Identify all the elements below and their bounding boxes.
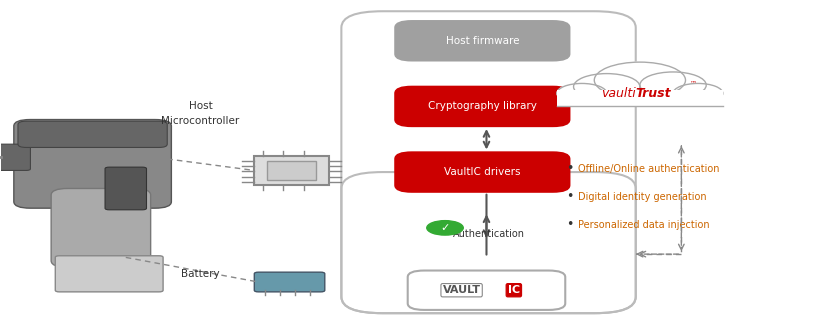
Text: •: • <box>566 162 573 175</box>
FancyBboxPatch shape <box>395 152 569 192</box>
Text: Host: Host <box>189 101 212 112</box>
Text: Host firmware: Host firmware <box>446 36 519 46</box>
FancyBboxPatch shape <box>267 161 316 180</box>
Text: Microcontroller: Microcontroller <box>161 116 240 126</box>
FancyBboxPatch shape <box>255 156 329 185</box>
Text: VaultIC drivers: VaultIC drivers <box>444 167 521 177</box>
Circle shape <box>557 83 607 103</box>
Text: Offline/Online authentication: Offline/Online authentication <box>577 164 719 174</box>
Circle shape <box>640 72 706 98</box>
FancyBboxPatch shape <box>408 270 565 310</box>
Circle shape <box>594 62 686 98</box>
Text: VAULT: VAULT <box>443 285 481 295</box>
FancyBboxPatch shape <box>0 144 31 170</box>
Text: Battery: Battery <box>181 269 220 279</box>
Text: vaulti: vaulti <box>601 87 636 100</box>
Circle shape <box>427 221 463 235</box>
FancyBboxPatch shape <box>51 188 151 267</box>
Text: •: • <box>566 218 573 231</box>
Circle shape <box>573 73 640 100</box>
FancyBboxPatch shape <box>557 90 723 107</box>
Text: ✓: ✓ <box>440 223 450 233</box>
FancyBboxPatch shape <box>18 121 167 147</box>
FancyBboxPatch shape <box>255 272 324 292</box>
FancyBboxPatch shape <box>395 21 569 61</box>
Text: Digital identity generation: Digital identity generation <box>577 192 706 202</box>
Text: •: • <box>566 190 573 203</box>
Text: Authentication: Authentication <box>453 229 525 239</box>
Text: Cryptography library: Cryptography library <box>428 101 537 112</box>
FancyBboxPatch shape <box>55 256 163 292</box>
FancyBboxPatch shape <box>14 119 171 208</box>
Circle shape <box>673 83 723 103</box>
Text: Trust: Trust <box>636 87 671 100</box>
Text: IC: IC <box>508 285 520 295</box>
FancyBboxPatch shape <box>395 87 569 126</box>
FancyBboxPatch shape <box>105 167 146 210</box>
Text: Personalized data injection: Personalized data injection <box>577 219 710 230</box>
Text: ™: ™ <box>691 80 697 86</box>
